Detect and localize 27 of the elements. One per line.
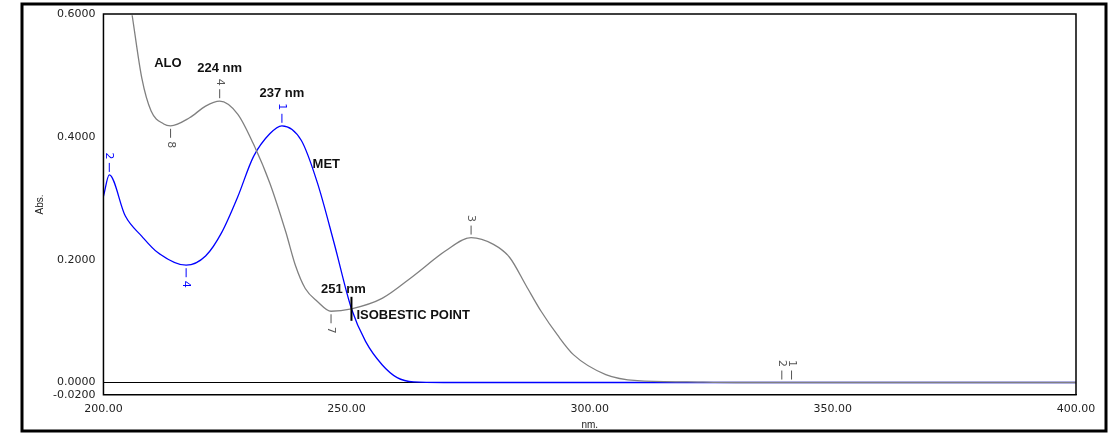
- y-tick-label: 0.4000: [56, 129, 96, 143]
- annotation: ALO: [154, 55, 182, 71]
- annotation: MET: [312, 155, 341, 171]
- annotation: 237 nm: [259, 84, 305, 100]
- x-tick-label: 200.00: [84, 402, 123, 416]
- y-tick-label: 0.0000: [56, 375, 96, 389]
- x-tick-label: 250.00: [327, 402, 366, 416]
- annotation: 4: [213, 78, 227, 86]
- annotation: 2: [775, 360, 789, 368]
- y-tick-label: 0.6000: [56, 6, 96, 20]
- annotation: ISOBESTIC POINT: [356, 306, 470, 322]
- line-series: [131, 14, 1076, 384]
- annotation: 251 nm: [321, 280, 366, 296]
- annotation: 1: [276, 103, 290, 111]
- annotation: 224 nm: [197, 60, 243, 76]
- annotation: 3: [465, 215, 479, 223]
- x-tick-label: 400.00: [1056, 402, 1096, 416]
- annotation: 8: [164, 141, 178, 149]
- y-axis-title: Abs.: [33, 194, 45, 215]
- annotation: 2: [103, 152, 117, 160]
- x-axis-title: nm.: [581, 418, 599, 430]
- y-tick-label: -0.0200: [52, 387, 96, 401]
- annotation: 7: [325, 326, 339, 334]
- x-tick-label: 300.00: [570, 402, 609, 416]
- y-tick-label: 0.2000: [56, 252, 96, 266]
- x-tick-label: 350.00: [813, 402, 853, 416]
- annotation: 4: [180, 280, 194, 288]
